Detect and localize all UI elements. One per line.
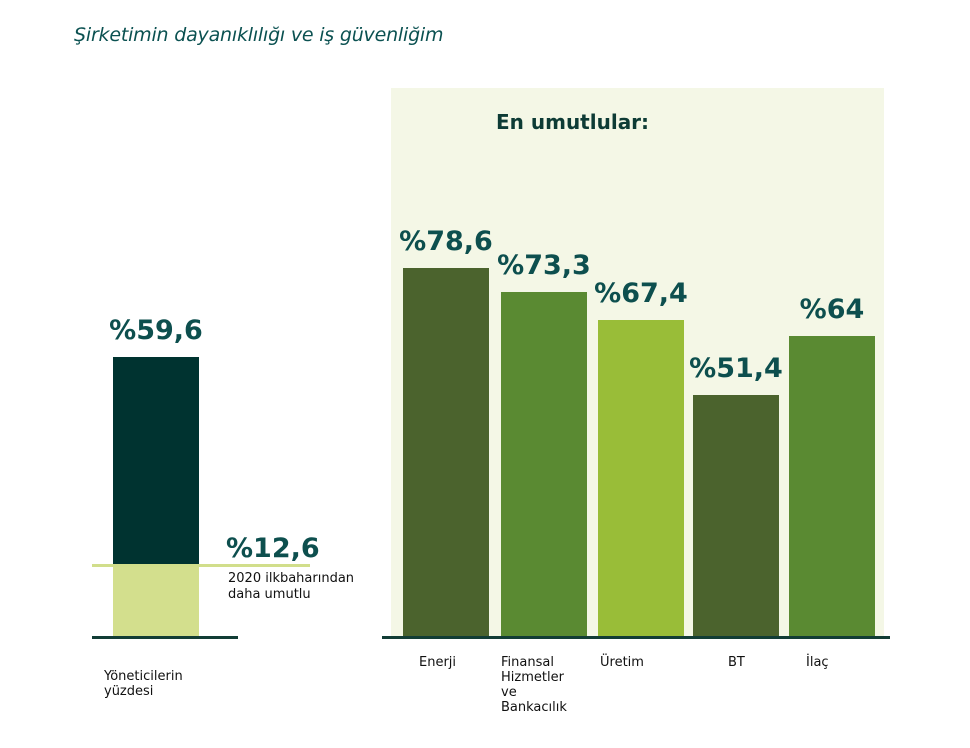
right-baseline [382,636,890,639]
bar-4 [693,395,779,637]
bar-2 [501,292,587,637]
reference-value-label: %12,6 [226,533,320,564]
chart-title: Şirketimin dayanıklılığı ve iş güvenliği… [74,24,444,46]
panel-title: En umutlular: [496,110,650,134]
category-label: İlaç [806,655,829,670]
category-label: Enerji [419,655,456,670]
bar-3 [598,320,684,637]
category-label: BT [728,655,745,670]
left-baseline [92,636,238,639]
reference-caption-line-1: 2020 ilkbaharından [228,571,355,586]
category-label: Finansal Hizmetler ve Bankacılık [501,655,567,715]
reference-caption-line-2: daha umutlu [228,587,311,602]
category-label-line: ve [501,685,517,700]
bar-value-label: %64 [799,294,865,326]
bar-1 [403,267,489,637]
bar-managers-hopeful-segment [113,565,199,637]
category-label-line: Üretim [600,655,644,670]
bar-value-label: %67,4 [594,278,688,310]
category-label: Üretim [600,655,644,670]
category-label-line: BT [728,655,745,670]
bar-value-label: %51,4 [689,353,783,385]
reference-line [92,564,310,567]
bar-value-label: %73,3 [497,250,591,282]
category-label-line: İlaç [806,655,829,670]
category-label-line: Enerji [419,655,457,670]
category-label-line: Bankacılık [501,700,567,715]
category-label-line: Hizmetler [501,670,564,685]
category-label-managers: Yöneticilerin yüzdesi [104,669,183,699]
bar-5 [789,336,875,637]
category-label-line: yüzdesi [104,684,154,699]
reference-caption: 2020 ilkbaharından daha umutlu [228,571,388,603]
category-label-line: Yöneticilerin [104,669,183,684]
bar-value-label: %78,6 [399,225,493,257]
bar-value-label: %59,6 [109,314,203,346]
category-label-line: Finansal [501,655,554,670]
